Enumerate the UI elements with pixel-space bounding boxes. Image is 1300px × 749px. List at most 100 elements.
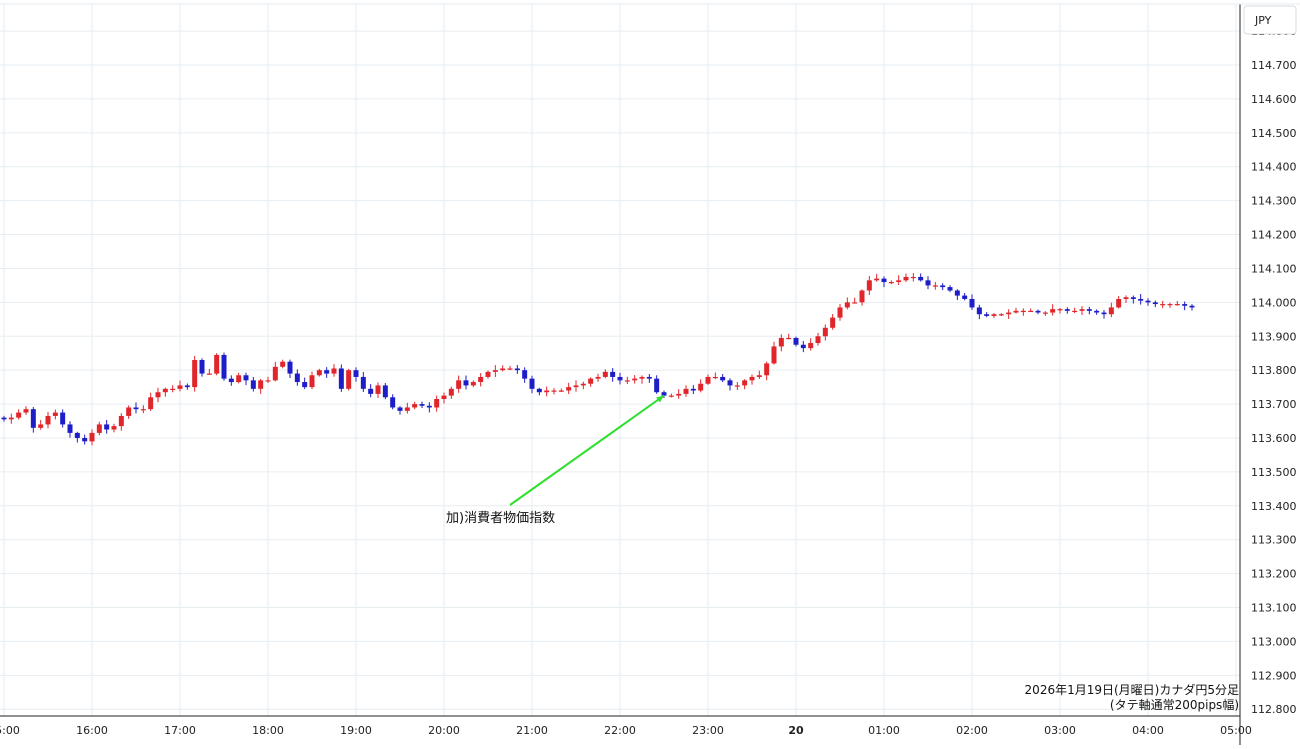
candle: [1123, 295, 1129, 303]
candle-body: [705, 376, 711, 384]
candle: [8, 413, 14, 424]
candle: [793, 336, 799, 347]
candle: [808, 338, 814, 351]
candle-body: [74, 432, 80, 438]
candle: [368, 384, 374, 398]
candle: [419, 401, 425, 408]
candle-body: [162, 388, 168, 393]
x-tick-label: 01:00: [868, 724, 900, 737]
y-tick-label: 112.800: [1251, 703, 1297, 716]
candle: [969, 294, 975, 310]
candle: [536, 387, 542, 396]
candle: [96, 421, 102, 436]
x-axis[interactable]: 15:00 16:00 17:00 18:00 19:00 20:00 21:00 22:00…: [0, 724, 1252, 737]
candle: [448, 386, 454, 399]
candle-body: [419, 404, 425, 406]
candle: [844, 297, 850, 310]
candle-body: [338, 368, 344, 389]
candle-body: [1160, 304, 1166, 306]
candle: [962, 293, 968, 301]
candle: [1072, 307, 1078, 314]
candle-body: [331, 368, 337, 374]
candle: [236, 372, 242, 384]
candle: [910, 272, 916, 282]
candle-body: [624, 380, 630, 382]
x-tick-label: 04:00: [1132, 724, 1164, 737]
candle: [632, 375, 638, 384]
candle: [786, 333, 792, 340]
y-tick-label: 113.600: [1251, 432, 1297, 445]
y-tick-label: 113.900: [1251, 330, 1297, 343]
candle-body: [786, 337, 792, 340]
candle: [1116, 296, 1122, 309]
candle: [89, 429, 95, 446]
candle-body: [830, 317, 836, 328]
y-tick-label: 114.300: [1251, 195, 1297, 208]
candle: [573, 380, 579, 392]
candle-body: [910, 276, 916, 279]
candle-body: [551, 390, 557, 392]
candle: [74, 431, 80, 443]
candle-body: [294, 373, 300, 383]
x-tick-label: 22:00: [604, 724, 636, 737]
symbol-label: JPY: [1254, 14, 1272, 27]
candle: [82, 434, 88, 445]
candle: [221, 352, 227, 381]
candle-body: [837, 307, 843, 318]
candle: [859, 289, 865, 306]
candle-body: [800, 344, 806, 349]
y-tick-label: 113.500: [1251, 466, 1297, 479]
candle-body: [998, 314, 1004, 316]
candle: [676, 389, 682, 399]
candle: [756, 370, 762, 380]
grid: [0, 4, 1240, 716]
y-tick-label: 113.100: [1251, 602, 1297, 615]
candle-body: [925, 280, 931, 286]
candle-body: [89, 432, 95, 442]
candle: [133, 402, 139, 414]
candle: [316, 368, 322, 377]
candle-body: [1116, 298, 1122, 308]
candle-body: [668, 395, 674, 397]
candle: [874, 273, 880, 282]
candle-body: [478, 376, 484, 383]
candle: [456, 375, 462, 393]
candle-body: [199, 360, 205, 374]
candle: [617, 372, 623, 385]
candle: [1145, 298, 1151, 306]
y-tick-label: 113.800: [1251, 364, 1297, 377]
candle: [991, 313, 997, 318]
candle-body: [852, 302, 858, 304]
candle-body: [903, 276, 909, 281]
candle-body: [954, 290, 960, 296]
candle: [170, 385, 176, 393]
candle-body: [426, 405, 432, 408]
candle-body: [258, 380, 264, 389]
candle: [551, 388, 557, 395]
candle: [610, 368, 616, 382]
candle: [1020, 308, 1026, 316]
candle: [23, 406, 29, 415]
candle: [155, 387, 161, 403]
candle: [16, 409, 22, 420]
candle: [30, 407, 36, 433]
candle: [192, 355, 198, 392]
candle: [463, 375, 469, 390]
caption-line-2: (タテ軸通常200pips幅): [1110, 697, 1239, 712]
candle: [800, 340, 806, 353]
y-axis[interactable]: 112.800 112.900 113.000 113.100 113.200 113.3…: [1251, 25, 1297, 716]
y-tick-label: 114.600: [1251, 93, 1297, 106]
candle-body: [316, 370, 322, 376]
candle: [588, 377, 594, 387]
candle-body: [1042, 312, 1048, 314]
candle-body: [514, 368, 520, 371]
candles: [1, 272, 1195, 446]
candle-body: [859, 290, 865, 303]
candle-body: [566, 387, 572, 391]
candle-body: [712, 376, 718, 379]
candle-body: [30, 409, 36, 428]
candle: [1189, 304, 1195, 311]
candle-body: [507, 368, 513, 370]
